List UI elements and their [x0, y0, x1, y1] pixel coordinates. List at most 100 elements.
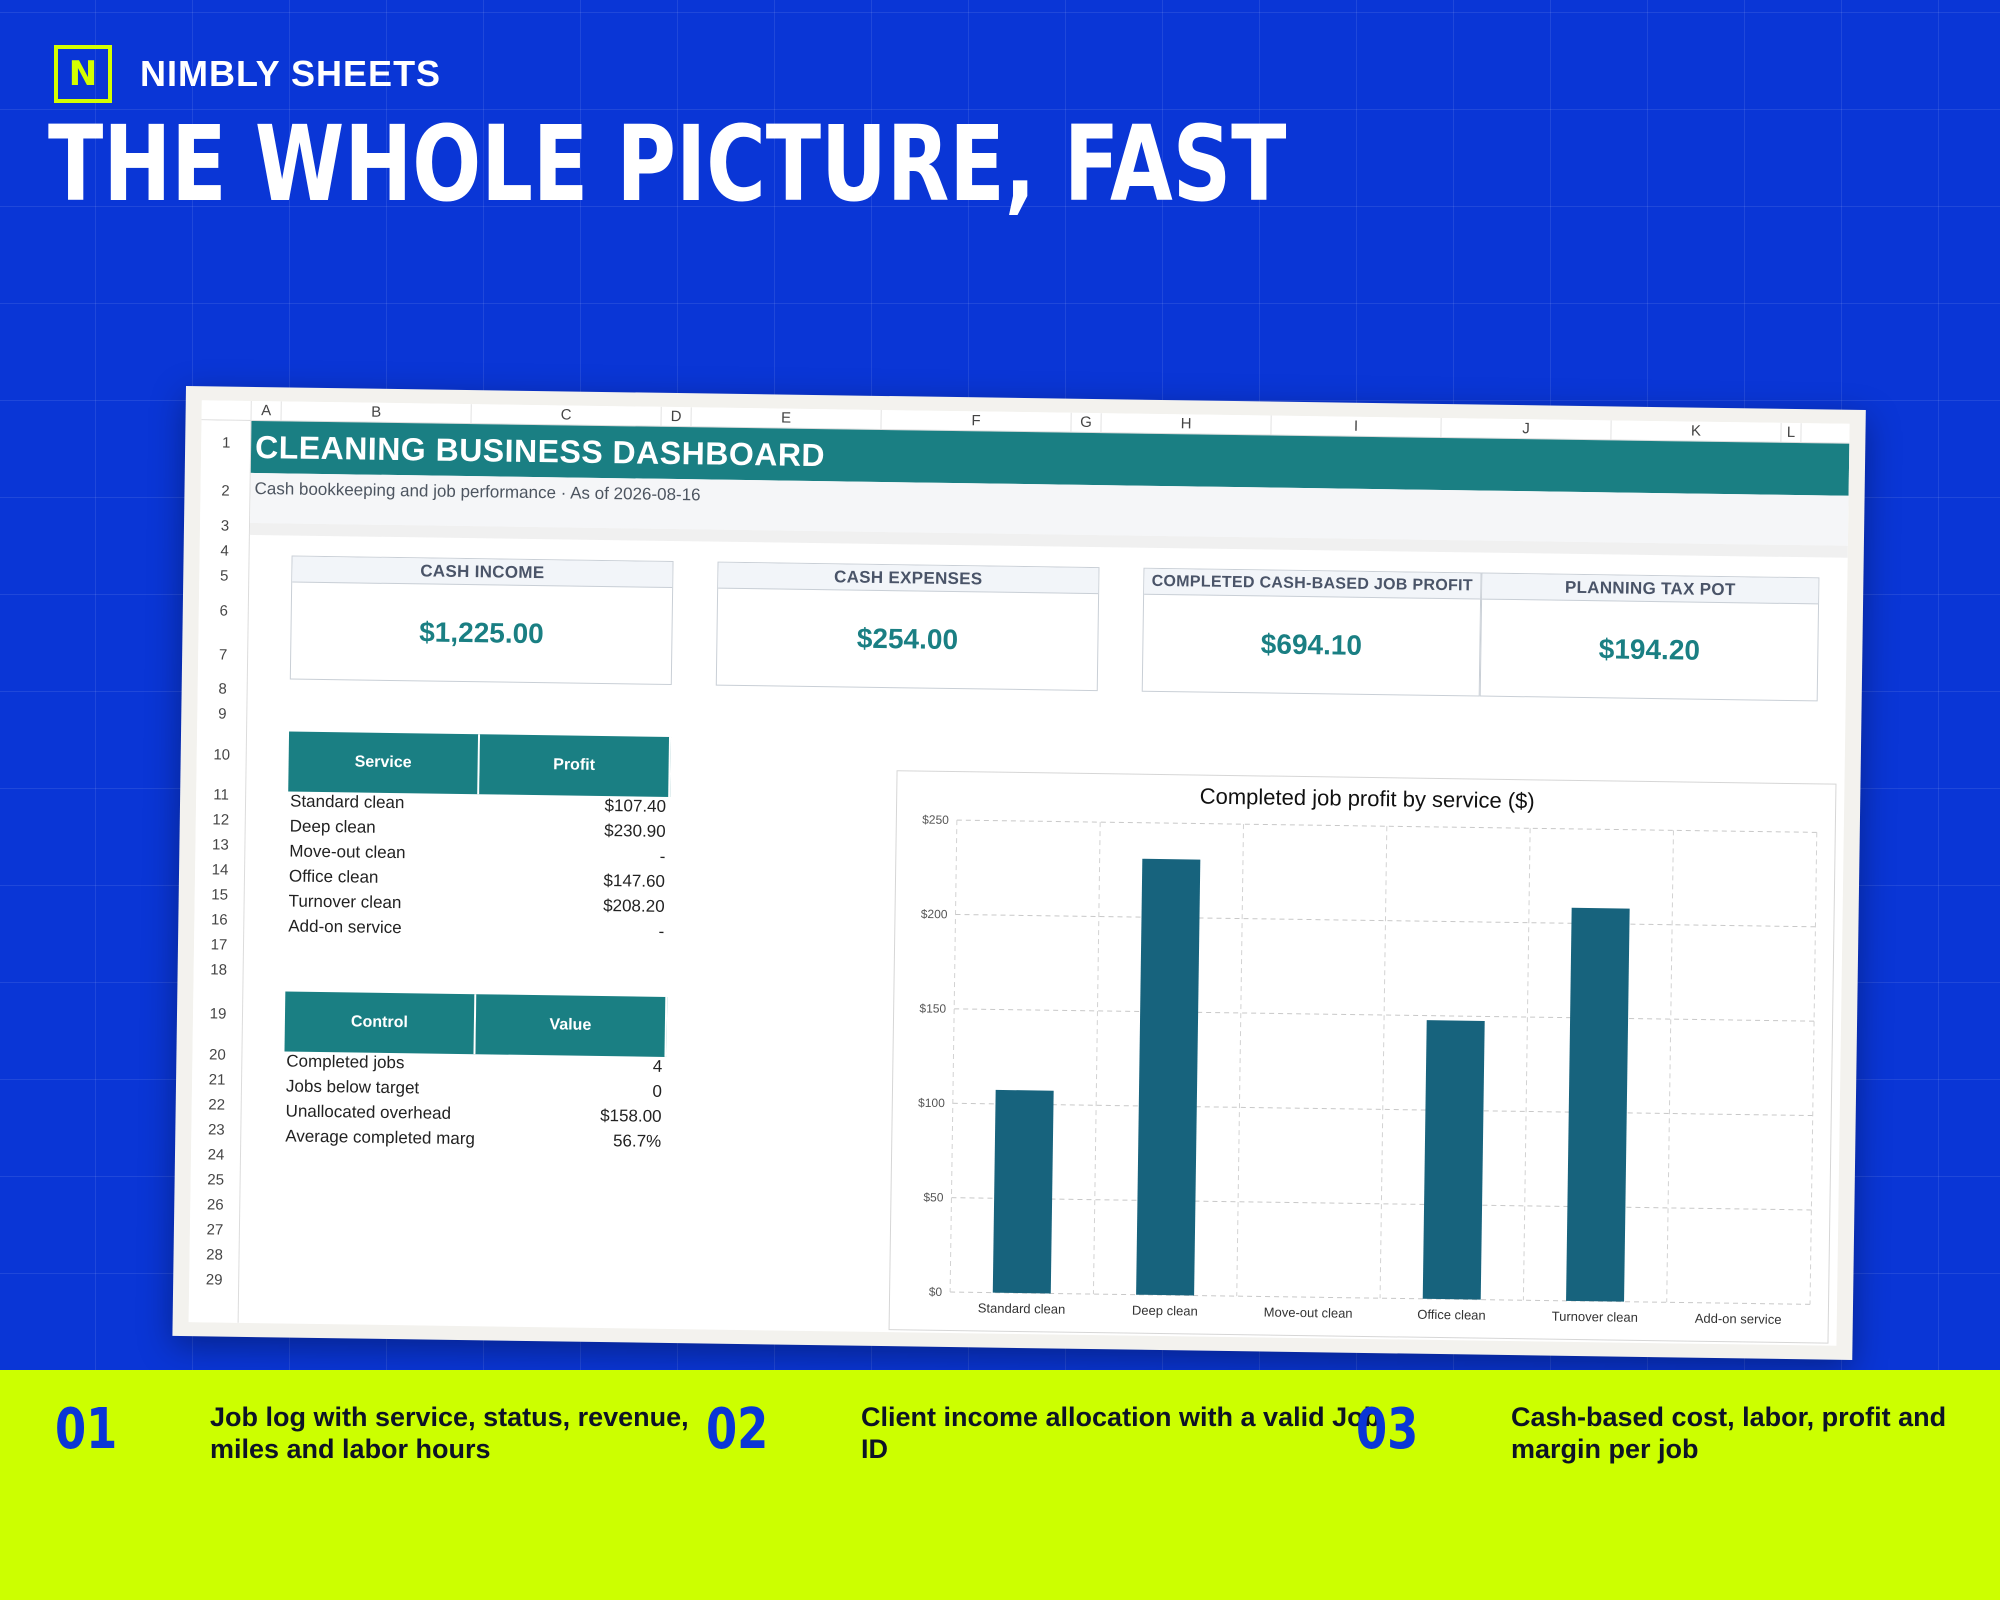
row-header[interactable]: 16: [210, 911, 228, 929]
control-name: Completed jobs: [286, 1051, 405, 1073]
row-header[interactable]: 11: [213, 786, 230, 804]
profit-chart[interactable]: Completed job profit by service ($) $0 $5…: [888, 770, 1837, 1344]
control-name: Average completed marg: [285, 1126, 476, 1149]
row-header[interactable]: 1: [221, 434, 231, 452]
table-header-service[interactable]: Service: [288, 731, 481, 795]
x-tick-label: Deep clean: [1132, 1303, 1198, 1319]
column-header-j[interactable]: J: [1441, 417, 1612, 440]
row-header[interactable]: 13: [211, 836, 229, 854]
table-header-control[interactable]: Control: [284, 991, 477, 1055]
y-tick-label: $200: [921, 907, 948, 921]
y-tick-label: $0: [929, 1285, 943, 1299]
row-header[interactable]: 3: [220, 517, 230, 535]
row-header[interactable]: 12: [212, 811, 230, 829]
chart-title: Completed job profit by service ($): [1200, 784, 1535, 814]
chart-bar[interactable]: [1566, 907, 1630, 1302]
table-header: Service Profit: [288, 731, 672, 797]
column-header-l[interactable]: L: [1781, 422, 1802, 443]
feature-number: 01: [55, 1397, 118, 1462]
row-header[interactable]: 10: [213, 746, 231, 764]
chart-canvas: Completed job profit by service ($) $0 $5…: [918, 784, 1818, 1327]
chart-bar[interactable]: [1422, 1020, 1485, 1300]
y-tick-label: $250: [922, 813, 949, 827]
row-header[interactable]: 17: [210, 936, 228, 954]
row-header[interactable]: 4: [220, 542, 229, 560]
column-header-c[interactable]: C: [471, 404, 662, 426]
table-row[interactable]: Average completed marg 56.7%: [283, 1126, 665, 1156]
gridline-x: [1666, 830, 1674, 1303]
row-header[interactable]: 28: [206, 1246, 224, 1264]
chart-bars: [992, 858, 1630, 1302]
y-tick-label: $50: [923, 1190, 944, 1204]
feature-text: Cash-based cost, labor, profit and margi…: [1511, 1402, 1947, 1464]
corner-cell[interactable]: [201, 400, 252, 420]
column-header-i[interactable]: I: [1271, 415, 1442, 437]
kpi-cash-income: CASH INCOME $1,225.00: [289, 555, 674, 685]
row-header[interactable]: 29: [205, 1271, 223, 1289]
row-header[interactable]: 20: [208, 1046, 226, 1064]
row-header[interactable]: 14: [211, 861, 229, 879]
column-header-k[interactable]: K: [1611, 420, 1782, 442]
table-row[interactable]: Add-on service -: [286, 916, 668, 946]
control-value: $158.00: [600, 1106, 662, 1126]
chart-bar[interactable]: [1136, 858, 1201, 1296]
x-tick-label: Standard clean: [978, 1300, 1066, 1316]
spreadsheet: A B C D E F G H I J K L 1 2 3 4 5 6 7 8 …: [188, 400, 1850, 1346]
gridline-x: [1236, 824, 1245, 1297]
service-name: Add-on service: [288, 916, 402, 938]
column-header-e[interactable]: E: [691, 407, 882, 429]
column-header-b[interactable]: B: [281, 401, 472, 424]
row-header[interactable]: 27: [206, 1221, 224, 1239]
row-header[interactable]: 26: [206, 1196, 224, 1214]
gridline-x: [1522, 828, 1531, 1301]
table-header: Control Value: [284, 991, 668, 1057]
column-header-d[interactable]: D: [661, 406, 692, 427]
gridline-x: [1379, 826, 1388, 1299]
service-profit: $147.60: [603, 871, 666, 891]
feature-number: 02: [706, 1397, 769, 1462]
headline: THE WHOLE PICTURE, FAST: [48, 103, 1287, 225]
service-profit: -: [658, 921, 665, 941]
service-profit: -: [659, 846, 666, 866]
control-name: Unallocated overhead: [285, 1101, 452, 1123]
row-header[interactable]: 22: [208, 1096, 226, 1114]
spreadsheet-screenshot: A B C D E F G H I J K L 1 2 3 4 5 6 7 8 …: [172, 386, 1866, 1360]
column-header-h[interactable]: H: [1101, 413, 1272, 435]
kpi-planning-tax-pot: PLANNING TAX POT $194.20: [1479, 572, 1820, 702]
row-header[interactable]: 6: [219, 602, 229, 620]
row-header[interactable]: 9: [218, 705, 227, 723]
x-tick-label: Add-on service: [1695, 1311, 1782, 1327]
column-header-g[interactable]: G: [1071, 412, 1102, 433]
service-name: Turnover clean: [288, 891, 402, 913]
feature-1: 01 Job log with service, status, revenue…: [55, 1402, 730, 1466]
column-header-f[interactable]: F: [881, 409, 1072, 432]
service-profit: $230.90: [604, 821, 666, 841]
row-header[interactable]: 24: [207, 1146, 225, 1164]
row-header[interactable]: 19: [209, 1005, 227, 1023]
row-header[interactable]: 21: [208, 1071, 226, 1089]
row-header[interactable]: 25: [207, 1171, 225, 1189]
row-header[interactable]: 15: [211, 886, 229, 904]
row-header[interactable]: 18: [210, 961, 228, 979]
kpi-value: $1,225.00: [418, 616, 544, 650]
brand-logo-icon: N: [54, 45, 112, 103]
row-header[interactable]: 7: [218, 646, 228, 664]
chart-labels: $0 $50 $100 $150 $200 $250 Standard clean Deep …: [918, 813, 1782, 1327]
table-header-profit[interactable]: Profit: [479, 734, 672, 797]
y-tick-label: $100: [918, 1096, 945, 1110]
row-header[interactable]: 8: [218, 680, 227, 698]
feature-2: 02 Client income allocation with a valid…: [706, 1402, 1381, 1466]
control-name: Jobs below target: [285, 1076, 420, 1098]
gridline-y: [950, 1291, 1811, 1305]
service-name: Standard clean: [289, 791, 405, 813]
row-headers: 1 2 3 4 5 6 7 8 9 10 11 12 13 14 15 16 1…: [188, 420, 252, 1323]
row-header[interactable]: 23: [207, 1121, 225, 1139]
profit-by-service-table: Service Profit Standard clean $107.40 Dee…: [286, 731, 672, 947]
gridline-x: [1809, 832, 1818, 1305]
chart-bar[interactable]: [992, 1089, 1054, 1294]
column-header-a[interactable]: A: [251, 400, 282, 421]
row-header[interactable]: 5: [219, 567, 229, 585]
row-header[interactable]: 2: [221, 482, 230, 500]
table-header-value[interactable]: Value: [475, 994, 668, 1057]
service-name: Deep clean: [289, 816, 376, 837]
